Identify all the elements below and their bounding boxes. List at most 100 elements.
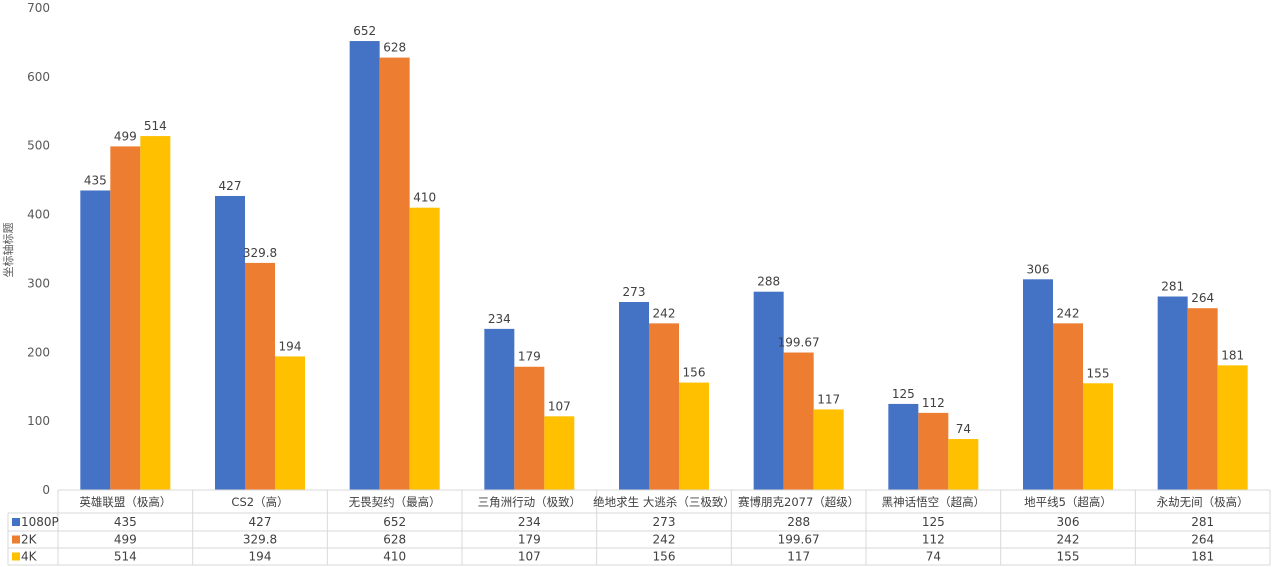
data-label: 155 [1087,366,1110,380]
y-tick-label: 300 [27,276,50,290]
y-tick-label: 0 [42,483,50,497]
category-label: 永劫无间（极高） [1157,495,1249,509]
data-label: 117 [817,392,840,406]
bar-4K [140,136,171,490]
bar-2K [245,262,275,490]
table-cell: 117 [787,550,810,564]
bar-1080P [1157,296,1188,490]
category-label: 三角洲行动（极致） [478,495,582,509]
data-label: 435 [84,173,107,187]
data-label: 329.8 [243,246,277,260]
table-cell: 499 [114,533,137,547]
data-label: 499 [114,129,137,143]
bar-4K [409,207,440,490]
y-tick-label: 200 [27,345,50,359]
category-label: 黑神话悟空（超高） [882,495,986,509]
category-label: CS2（高） [231,495,288,509]
table-cell: 199.67 [778,533,820,547]
data-label: 306 [1027,262,1050,276]
table-cell: 242 [1057,533,1080,547]
bar-2K [649,323,679,490]
table-cell: 194 [249,550,272,564]
data-label: 628 [383,41,406,55]
table-cell: 329.8 [243,533,277,547]
data-label: 514 [144,119,167,133]
category-label: 地平线5（超高） [1024,495,1112,509]
data-label: 112 [922,396,945,410]
data-label: 156 [683,366,706,380]
bar-1080P [1023,279,1053,490]
data-label: 125 [892,387,915,401]
bar-1080P [888,403,919,490]
table-cell: 410 [383,550,406,564]
legend-label: 2K [21,533,38,547]
data-label: 242 [1057,306,1080,320]
table-cell: 74 [926,550,941,564]
legend-label: 1080P [21,515,59,529]
bar-1080P [619,302,649,490]
data-label: 427 [219,179,242,193]
category-label: 绝地求生 大逃杀（三极致） [593,495,735,509]
data-label: 264 [1191,291,1214,305]
bar-4K [948,439,979,490]
table-cell: 288 [787,515,810,529]
data-label: 74 [956,422,971,436]
bar-2K [1187,308,1218,490]
table-cell: 234 [518,515,541,529]
bar-2K [379,57,410,490]
y-tick-label: 400 [27,208,50,222]
data-label: 652 [353,24,376,38]
table-cell: 112 [922,533,945,547]
data-label: 181 [1221,348,1244,362]
table-cell: 242 [653,533,676,547]
table-cell: 156 [653,550,676,564]
table-cell: 427 [249,515,272,529]
y-tick-label: 100 [27,414,50,428]
bar-1080P [753,291,784,490]
table-cell: 273 [653,515,676,529]
bar-2K [110,146,141,490]
table-cell: 652 [383,515,406,529]
bar-4K [679,382,709,490]
bar-4K [1083,383,1113,490]
legend-key-1080P [12,518,20,526]
bar-1080P [484,328,515,490]
category-label: 无畏契约（最高） [349,495,441,509]
data-label: 273 [623,285,646,299]
table-cell: 514 [114,550,137,564]
bar-2K [1053,323,1083,490]
table-cell: 155 [1057,550,1080,564]
legend-label: 4K [21,550,38,564]
bar-2K [514,366,545,490]
table-cell: 435 [114,515,137,529]
y-tick-label: 600 [27,70,50,84]
data-label: 234 [488,312,511,326]
y-tick-label: 700 [27,1,50,15]
bar-1080P [215,195,245,491]
bar-2K [783,352,814,490]
table-cell: 264 [1191,533,1214,547]
y-axis-title: 坐标轴标题 [1,223,15,278]
table-cell: 628 [383,533,406,547]
bar-4K [275,356,305,490]
category-label: 英雄联盟（极高） [79,495,171,509]
data-label: 194 [279,339,302,353]
table-cell: 107 [518,550,541,564]
data-label: 410 [413,191,436,205]
bar-4K [813,409,844,490]
table-cell: 306 [1057,515,1080,529]
table-cell: 125 [922,515,945,529]
bar-1080P [349,41,380,491]
data-label: 199.67 [778,336,820,350]
legend-key-2K [12,535,20,544]
bar-4K [1217,365,1248,490]
data-label: 242 [653,306,676,320]
data-label: 179 [518,350,541,364]
data-label: 281 [1161,280,1184,294]
bar-2K [918,412,949,490]
bar-4K [544,416,575,490]
table-cell: 281 [1191,515,1214,529]
bar-1080P [80,190,111,490]
table-cell: 181 [1191,550,1214,564]
